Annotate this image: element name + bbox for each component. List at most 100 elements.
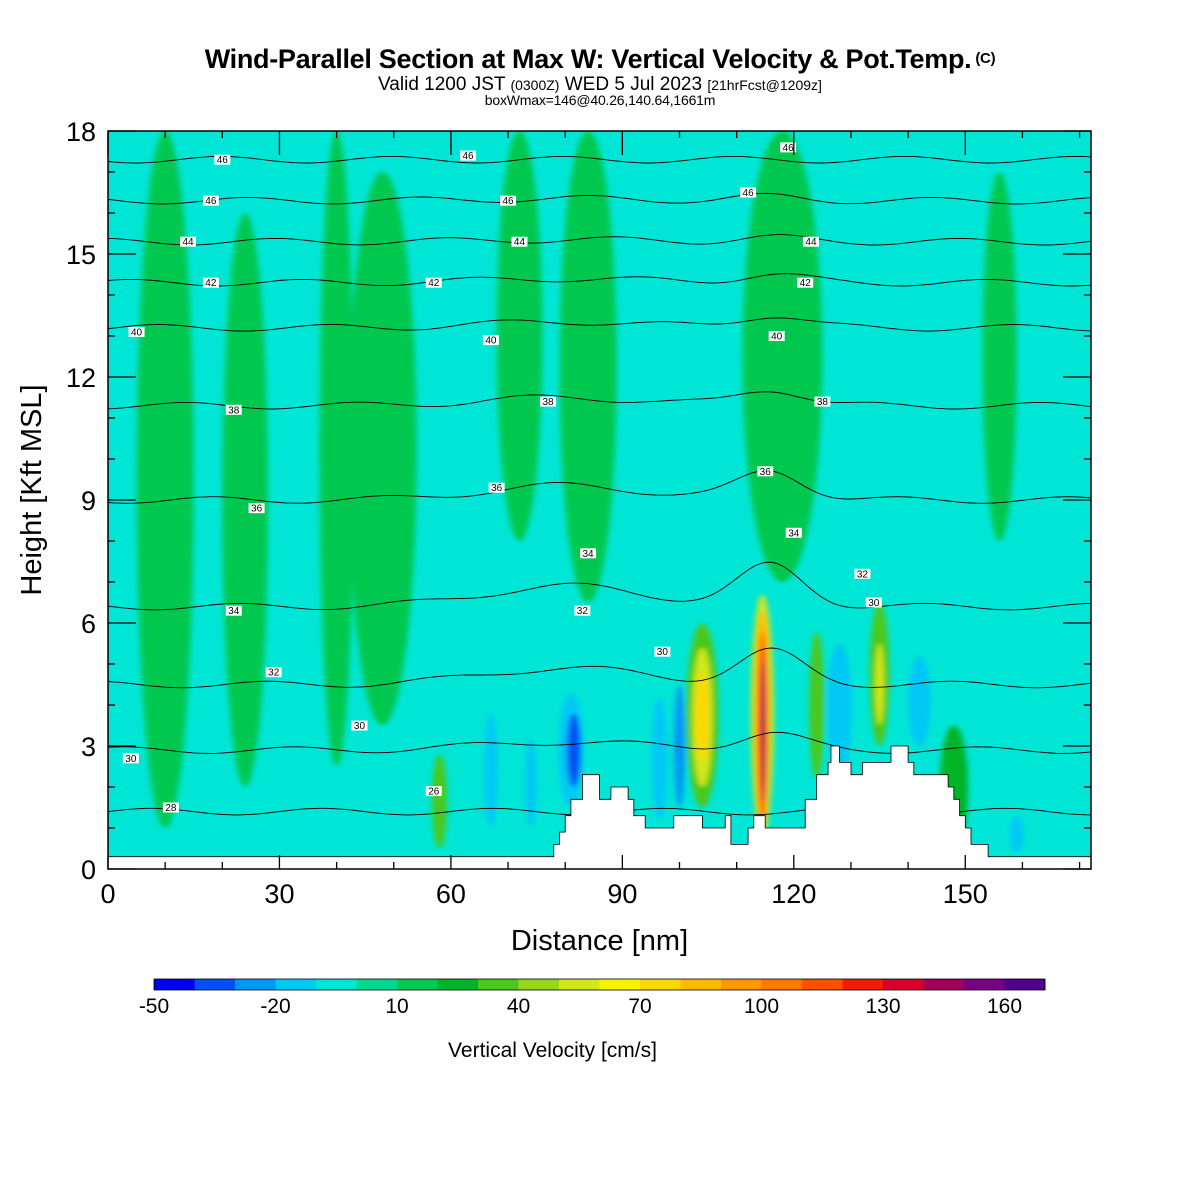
theta-label: 42 [205,278,217,289]
theta-label-bg [488,482,505,493]
theta-label-bg [574,605,591,616]
colorbar-label: 10 [385,995,408,1018]
colorbar-swatch [437,979,479,990]
theta-label: 40 [485,336,497,347]
theta-label-bg [768,331,785,341]
colorbar-swatch [842,979,884,990]
valid-date: WED 5 Jul 2023 [564,74,703,95]
theta-label: 32 [857,569,869,580]
downdraft-cell [566,713,581,787]
theta-label-bg [802,236,819,247]
colorbar-swatch [599,979,641,990]
colorbar-swatch [559,979,600,990]
theta-line-44 [108,234,1091,246]
terrain [108,745,1091,869]
updraft-cell [809,631,825,779]
colorbar-label: 160 [987,995,1022,1018]
colorbar-title: Vertical Velocity [cm/s] [448,1039,657,1062]
updraft-cell [761,655,766,804]
theta-label: 46 [743,188,755,199]
downdraft-cell [525,737,537,829]
x-axis-label: Distance [nm] [511,925,688,957]
theta-label-bg [780,142,797,153]
y-tick-label: 18 [66,117,96,147]
downdraft-cell [651,696,668,820]
theta-label-bg [265,667,282,678]
colorbar-label: 40 [507,995,530,1018]
updraft-cell [874,643,885,726]
theta-label-bg [540,396,557,407]
theta-label-bg [214,154,231,165]
theta-labels: 28 26 30 30 32 30 34 32 30 32 34 34 36 36 36 38 38 38 40 40… [122,142,882,814]
theta-label: 46 [462,151,474,162]
theta-label: 44 [514,237,526,248]
theta-line-36 [108,470,1091,504]
theta-line-32 [108,647,1091,689]
theta-label: 28 [165,803,177,814]
valid-time-line: Valid 1200 JST (0300Z) WED 5 Jul 2023 [2… [0,74,1200,96]
theta-label: 38 [817,397,829,408]
colorbar-label: 100 [744,995,779,1018]
downdraft-cell [826,643,853,775]
theta-label: 32 [268,668,280,679]
theta-label: 46 [217,155,229,166]
colorbar-swatch [518,979,560,990]
theta-line-34 [108,561,1091,611]
theta-label-bg [785,527,802,538]
colorbar-swatch [1004,979,1046,990]
theta-label-bg [865,597,882,608]
forecast-info: [21hrFcst@1209z] [707,77,822,93]
colorbar-swatch [640,979,681,990]
valid-time: Valid 1200 JST [378,74,506,95]
theta-label: 42 [800,278,812,289]
theta-label: 46 [205,196,217,207]
theta-label-bg [511,236,528,247]
theta-label: 30 [868,598,880,609]
updraft-cell [559,131,617,603]
theta-label: 38 [228,405,240,416]
theta-label: 38 [543,397,555,408]
downdraft-cell [1009,815,1024,853]
theta-label-bg [425,786,442,797]
theta-label-bg [351,720,368,731]
y-tick-label: 12 [66,363,96,393]
theta-label-bg [460,150,477,161]
theta-label: 36 [251,504,263,515]
chart-title-text: Wind-Parallel Section at Max W: Vertical… [204,44,972,74]
updraft-cell [696,672,709,763]
theta-label-bg [814,396,831,407]
colorbar-swatch [316,979,357,990]
x-tick-label: 0 [100,879,115,909]
colorbar-swatch [923,979,965,990]
theta-line-30 [108,731,1091,754]
y-axis-label: Height [Kft MSL] [16,384,48,595]
theta-label: 40 [771,332,783,343]
colorbar-swatch [194,979,236,990]
downdraft-cell [673,684,686,808]
theta-label: 44 [182,237,194,248]
theta-label-bg [128,326,145,337]
theta-label-bg [202,277,219,288]
updraft-cell [222,213,269,787]
theta-label-bg [162,802,179,813]
colorbar-swatch [397,979,438,990]
y-tick-label: 3 [81,732,96,762]
theta-label: 34 [228,606,240,617]
updraft-cell [742,131,823,582]
theta-label: 30 [354,721,366,732]
theta-label-bg [757,466,774,477]
updraft-cell [432,754,447,849]
theta-label: 26 [428,787,440,798]
theta-label-bg [225,605,242,616]
theta-label: 40 [131,327,143,338]
theta-label: 32 [577,606,589,617]
theta-label: 44 [805,237,817,248]
theta-label: 30 [125,754,137,765]
y-tick-label: 9 [81,486,96,516]
theta-label: 34 [788,528,800,539]
y-tick-label: 0 [81,855,96,885]
theta-line-38 [108,391,1091,410]
colorbar-label: 70 [628,995,651,1018]
